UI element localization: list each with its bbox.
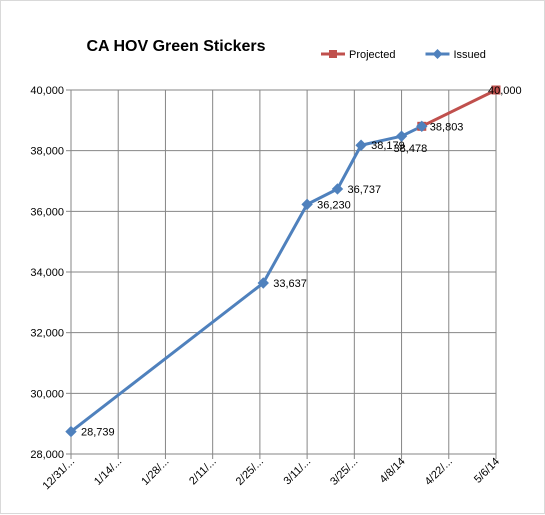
- x-tick-label: 2/25/...: [234, 456, 266, 488]
- data-point: [257, 277, 269, 289]
- data-label: 33,637: [273, 278, 307, 290]
- chart-title: CA HOV Green Stickers: [86, 38, 265, 55]
- legend-marker: [329, 50, 337, 58]
- y-tick-label: 40,000: [30, 85, 64, 97]
- y-tick-label: 36,000: [30, 206, 64, 218]
- x-tick-label: 1/14/...: [92, 456, 124, 488]
- y-tick-label: 34,000: [30, 267, 64, 279]
- x-tick-label: 1/28/...: [139, 456, 171, 488]
- data-point: [416, 120, 428, 133]
- data-label: 28,739: [81, 427, 115, 439]
- legend-label: Issued: [454, 49, 486, 61]
- data-point: [355, 139, 367, 151]
- x-tick-label: 2/11/...: [187, 456, 219, 488]
- data-point: [301, 198, 313, 211]
- data-label: 40,000: [488, 85, 522, 97]
- y-tick-label: 38,000: [30, 146, 64, 158]
- legend-label: Projected: [349, 49, 395, 61]
- y-tick-label: 28,000: [30, 449, 64, 461]
- y-tick-label: 30,000: [30, 388, 64, 400]
- y-tick-label: 32,000: [30, 328, 64, 340]
- data-point: [395, 130, 408, 142]
- x-tick-label: 3/25/...: [328, 456, 360, 488]
- x-tick-label: 3/11/...: [282, 456, 314, 488]
- data-label: 38,179: [371, 140, 405, 152]
- x-tick-label: 4/22/...: [423, 456, 455, 488]
- legend-marker: [432, 49, 443, 59]
- x-tick-label: 12/31/...: [41, 456, 78, 493]
- data-label: 36,230: [317, 199, 351, 211]
- x-tick-label: 5/6/14: [472, 456, 502, 486]
- x-tick-label: 4/8/14: [378, 456, 408, 486]
- data-point: [331, 183, 344, 195]
- series-line-projected: [421, 88, 497, 128]
- data-point: [491, 85, 501, 95]
- data-label: 38,803: [430, 121, 464, 133]
- data-point: [65, 425, 77, 438]
- data-label: 36,737: [347, 184, 381, 196]
- data-label: 38,478: [394, 143, 428, 155]
